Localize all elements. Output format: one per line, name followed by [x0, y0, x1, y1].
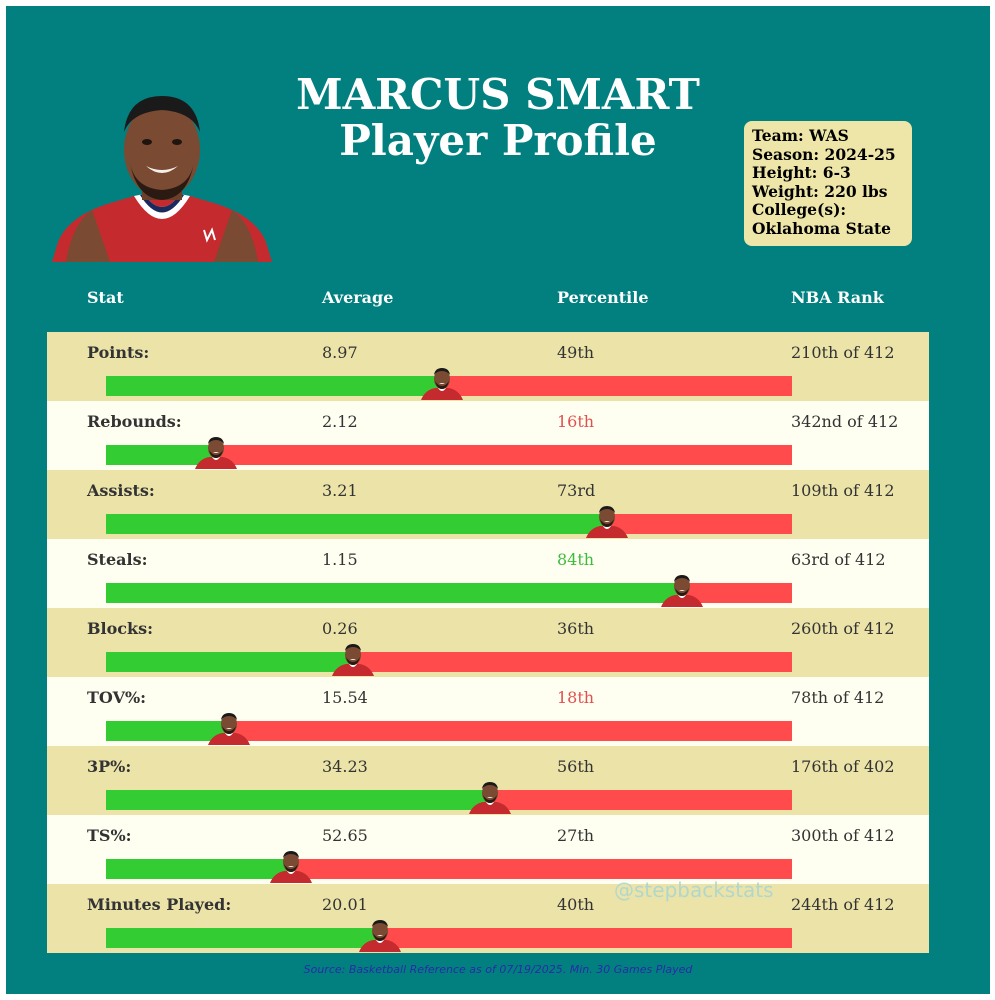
info-weight: Weight: 220 lbs: [752, 181, 888, 201]
percentile-bar: [106, 575, 792, 607]
info-season: Season: 2024-25: [752, 144, 896, 164]
stat-average: 0.26: [322, 619, 358, 638]
player-head-marker: [206, 711, 252, 745]
stat-row: Assists: 3.21 73rd 109th of 412: [47, 470, 929, 539]
info-college: Oklahoma State: [752, 218, 892, 238]
stat-percentile: 36th: [557, 619, 595, 638]
header-rank: NBA Rank: [791, 288, 884, 307]
header-average: Average: [322, 288, 394, 307]
stat-rank: 78th of 412: [791, 688, 885, 707]
stat-rank: 109th of 412: [791, 481, 895, 500]
header-stat: Stat: [87, 288, 124, 307]
percentile-bar: [106, 368, 792, 400]
stat-row: Steals: 1.15 84th 63rd of 412: [47, 539, 929, 608]
percentile-bar: [106, 713, 792, 745]
watermark: @stepbackstats: [614, 878, 774, 902]
percentile-bar: [106, 920, 792, 952]
stat-average: 15.54: [322, 688, 368, 707]
percentile-bar-fill: [106, 376, 443, 396]
stats-table: Points: 8.97 49th 210th of 412 Rebounds: 2.12…: [47, 332, 929, 953]
stat-average: 34.23: [322, 757, 368, 776]
percentile-bar: [106, 644, 792, 676]
player-head-marker: [357, 918, 403, 952]
stat-label: Blocks:: [87, 619, 154, 638]
stat-label: Points:: [87, 343, 150, 362]
percentile-bar-fill: [106, 652, 353, 672]
percentile-bar-fill: [106, 721, 230, 741]
stat-average: 2.12: [322, 412, 358, 431]
percentile-bar-fill: [106, 790, 491, 810]
percentile-bar: [106, 506, 792, 538]
stat-average: 8.97: [322, 343, 358, 362]
stat-label: 3P%:: [87, 757, 132, 776]
stat-label: Steals:: [87, 550, 148, 569]
stat-percentile: 27th: [557, 826, 595, 845]
stat-label: Rebounds:: [87, 412, 182, 431]
stat-rank: 260th of 412: [791, 619, 895, 638]
page-subtitle: Player Profile: [339, 116, 657, 165]
stat-rank: 342nd of 412: [791, 412, 899, 431]
stat-label: TOV%:: [87, 688, 147, 707]
player-head-marker: [584, 504, 630, 538]
stat-percentile: 40th: [557, 895, 595, 914]
percentile-bar: [106, 782, 792, 814]
player-head-marker: [193, 435, 239, 469]
percentile-bar-fill: [106, 859, 292, 879]
stat-percentile: 49th: [557, 343, 595, 362]
percentile-bar-fill: [106, 583, 683, 603]
percentile-bar: [106, 437, 792, 469]
stat-label: Assists:: [87, 481, 155, 500]
stat-percentile: 18th: [557, 688, 595, 707]
player-head-marker: [330, 642, 376, 676]
player-head-marker: [467, 780, 513, 814]
source-note: Source: Basketball Reference as of 07/19…: [303, 963, 693, 976]
stat-rank: 210th of 412: [791, 343, 895, 362]
player-head-marker: [419, 366, 465, 400]
stat-label: Minutes Played:: [87, 895, 232, 914]
info-college-label: College(s):: [752, 200, 847, 220]
percentile-bar-fill: [106, 928, 381, 948]
stat-row: 3P%: 34.23 56th 176th of 402: [47, 746, 929, 815]
stat-rank: 176th of 402: [791, 757, 895, 776]
info-height: Height: 6-3: [752, 163, 851, 183]
stat-row: Blocks: 0.26 36th 260th of 412: [47, 608, 929, 677]
player-info-box: Team: WAS Season: 2024-25 Height: 6-3 We…: [744, 121, 912, 246]
stat-average: 20.01: [322, 895, 368, 914]
percentile-bar-fill: [106, 514, 607, 534]
stat-rank: 63rd of 412: [791, 550, 886, 569]
stat-row: TOV%: 15.54 18th 78th of 412: [47, 677, 929, 746]
stat-label: TS%:: [87, 826, 132, 845]
player-photo: [52, 96, 272, 262]
stat-row: Rebounds: 2.12 16th 342nd of 412: [47, 401, 929, 470]
stat-row: Minutes Played: 20.01 40th 244th of 412: [47, 884, 929, 953]
player-head-marker: [268, 849, 314, 883]
stat-row: TS%: 52.65 27th 300th of 412: [47, 815, 929, 884]
player-head-marker: [659, 573, 705, 607]
stat-row: Points: 8.97 49th 210th of 412: [47, 332, 929, 401]
header-percentile: Percentile: [557, 288, 649, 307]
stat-rank: 244th of 412: [791, 895, 895, 914]
stat-percentile: 73rd: [557, 481, 596, 500]
stat-rank: 300th of 412: [791, 826, 895, 845]
stat-average: 52.65: [322, 826, 368, 845]
stat-percentile: 84th: [557, 550, 595, 569]
stat-percentile: 16th: [557, 412, 595, 431]
stat-average: 3.21: [322, 481, 358, 500]
page-title: MARCUS SMART: [296, 70, 700, 119]
percentile-bar-fill: [106, 445, 216, 465]
percentile-bar: [106, 851, 792, 883]
stat-percentile: 56th: [557, 757, 595, 776]
stat-average: 1.15: [322, 550, 358, 569]
info-team: Team: WAS: [752, 126, 849, 145]
